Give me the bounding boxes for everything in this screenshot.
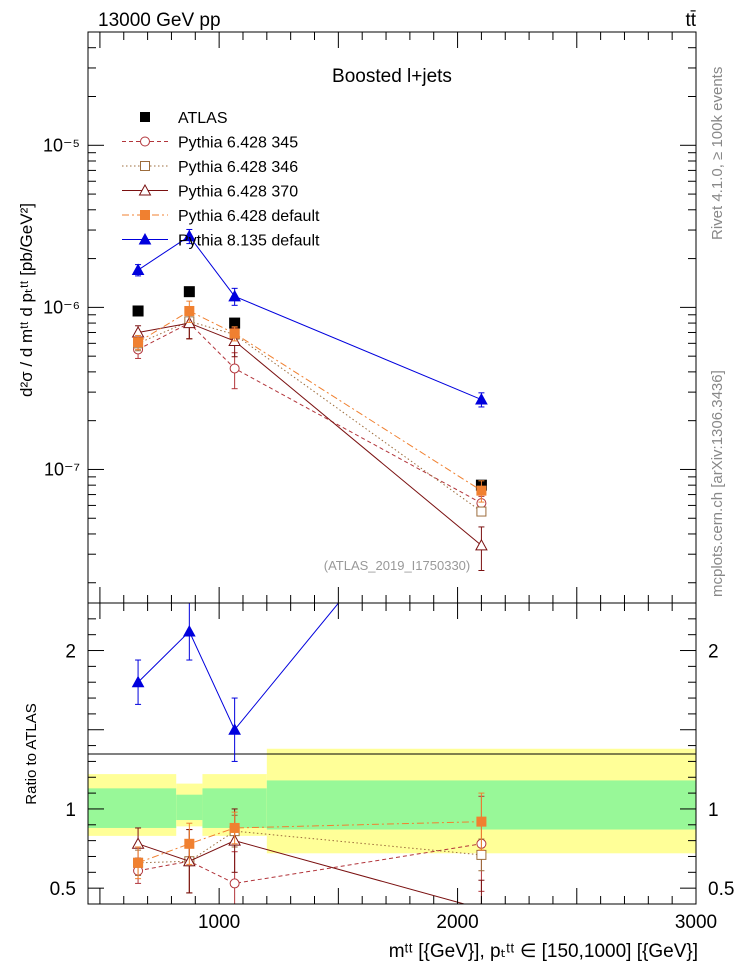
ratio-line bbox=[137, 843, 482, 884]
ratio-line bbox=[137, 603, 340, 731]
ratio-band-stat bbox=[88, 788, 177, 828]
series-line bbox=[137, 322, 482, 504]
data-point bbox=[183, 286, 195, 298]
chart-title: Boosted l+jets bbox=[332, 66, 452, 87]
legend-marker bbox=[138, 183, 152, 196]
ratio-y-tick-label: 2 bbox=[65, 642, 76, 663]
data-point bbox=[475, 393, 488, 405]
series-line bbox=[137, 322, 482, 546]
legend-item-pythia-8-135-default: Pythia 8.135 default bbox=[122, 233, 320, 250]
analysis-watermark: (ATLAS_2019_I1750330) bbox=[324, 558, 470, 573]
legend-item-pythia-6-428-default: Pythia 6.428 default bbox=[122, 208, 320, 225]
data-point bbox=[133, 337, 144, 348]
data-point bbox=[184, 305, 195, 316]
rivet-label: Rivet 4.1.0, ≥ 100k events bbox=[709, 67, 726, 240]
ratio-ticks: 0.5 0.5 1 1 2 2 1000 2000 3000 bbox=[50, 603, 734, 933]
header-right: tt̄ bbox=[685, 10, 696, 31]
main-y-tick-label: 10⁻⁵ bbox=[43, 135, 80, 155]
main-y-tick-label: 10⁻⁶ bbox=[43, 297, 80, 317]
legend-marker bbox=[140, 112, 150, 122]
main-y-tick-label: 10⁻⁷ bbox=[44, 459, 80, 479]
ratio-point bbox=[131, 675, 145, 688]
data-point bbox=[476, 506, 487, 517]
ratio-y-tick-label-right: 2 bbox=[708, 642, 719, 663]
data-point bbox=[475, 538, 488, 551]
legend-label: Pythia 6.428 370 bbox=[178, 184, 298, 201]
ratio-series bbox=[131, 423, 487, 904]
legend-item-pythia-6-428-370: Pythia 6.428 370 bbox=[122, 184, 298, 201]
header-left: 13000 GeV pp bbox=[98, 10, 221, 31]
legend: ATLAS Pythia 6.428 345 Pythia 6.428 346 Pyt… bbox=[122, 110, 320, 250]
ratio-line bbox=[137, 821, 482, 864]
data-point bbox=[229, 363, 240, 374]
ratio-line bbox=[137, 840, 467, 904]
legend-label: Pythia 6.428 default bbox=[178, 208, 320, 225]
main-y-axis-label: d²σ / d mᵗᵗ d pₜᵗᵗ [pb/GeV²] bbox=[17, 203, 36, 397]
ratio-y-tick-label: 1 bbox=[65, 800, 76, 821]
ratio-point bbox=[228, 723, 241, 735]
ratio-panel: 0.5 0.5 1 1 2 2 1000 2000 3000 Ratio to ATLAS mᵗ… bbox=[23, 423, 734, 962]
ratio-point bbox=[476, 816, 487, 827]
data-point bbox=[131, 263, 145, 276]
ratio-point bbox=[476, 849, 487, 860]
ratio-y-tick-label-right: 0.5 bbox=[708, 879, 734, 900]
series-line bbox=[137, 310, 482, 492]
legend-label: Pythia 8.135 default bbox=[178, 233, 320, 250]
data-point bbox=[476, 485, 487, 496]
ratio-point bbox=[476, 423, 487, 433]
legend-marker bbox=[140, 210, 150, 220]
ratio-bands bbox=[88, 748, 696, 854]
series-line bbox=[137, 235, 482, 401]
data-point bbox=[182, 229, 196, 242]
legend-item-pythia-6-428-346: Pythia 6.428 346 bbox=[122, 159, 298, 176]
legend-item-pythia-6-428-345: Pythia 6.428 345 bbox=[122, 135, 298, 152]
ratio-point bbox=[184, 838, 195, 849]
series-pythia-6-428-345 bbox=[133, 309, 487, 512]
main-ticks: 10⁻⁷ 10⁻⁶ 10⁻⁵ bbox=[43, 31, 697, 603]
ratio-band-stat bbox=[176, 794, 203, 821]
ratio-point bbox=[229, 822, 240, 833]
legend-label: Pythia 6.428 345 bbox=[178, 135, 298, 152]
ratio-point bbox=[229, 878, 240, 889]
data-point bbox=[132, 305, 144, 317]
ratio-y-tick-label: 0.5 bbox=[50, 879, 76, 900]
ratio-y-tick-label-right: 1 bbox=[708, 800, 719, 821]
mcplots-label: mcplots.cern.ch [arXiv:1306.3436] bbox=[709, 370, 726, 597]
legend-label: Pythia 6.428 346 bbox=[178, 159, 298, 176]
main-series bbox=[131, 228, 488, 572]
ratio-point bbox=[182, 624, 196, 637]
data-point bbox=[229, 328, 240, 339]
ratio-point bbox=[133, 857, 144, 868]
data-point bbox=[228, 289, 241, 302]
legend-marker bbox=[138, 232, 152, 245]
ratio-x-tick-label: 3000 bbox=[675, 912, 717, 933]
legend-marker bbox=[140, 136, 150, 147]
series-line bbox=[137, 320, 482, 512]
legend-marker bbox=[140, 161, 150, 171]
ratio-frame bbox=[87, 602, 697, 905]
series-pythia-8-135-default bbox=[131, 228, 488, 408]
ratio-series-pythia-8-135-default bbox=[131, 423, 487, 762]
x-axis-label: mᵗᵗ [{GeV}], pₜᵗᵗ ∈ [150,1000] [{GeV}] bbox=[389, 941, 698, 962]
legend-item-atlas: ATLAS bbox=[140, 110, 228, 127]
ratio-x-tick-label: 2000 bbox=[436, 912, 478, 933]
ratio-y-axis-label: Ratio to ATLAS bbox=[23, 703, 40, 804]
main-panel: Boosted l+jets (ATLAS_2019_I1750330) d²σ… bbox=[17, 31, 697, 604]
series-pythia-6-428-default bbox=[133, 300, 487, 503]
ratio-series-pythia-6-428-default bbox=[133, 792, 487, 880]
ratio-x-tick-label: 1000 bbox=[198, 912, 240, 933]
legend-label: ATLAS bbox=[178, 110, 228, 127]
series-pythia-6-428-370 bbox=[131, 309, 488, 572]
